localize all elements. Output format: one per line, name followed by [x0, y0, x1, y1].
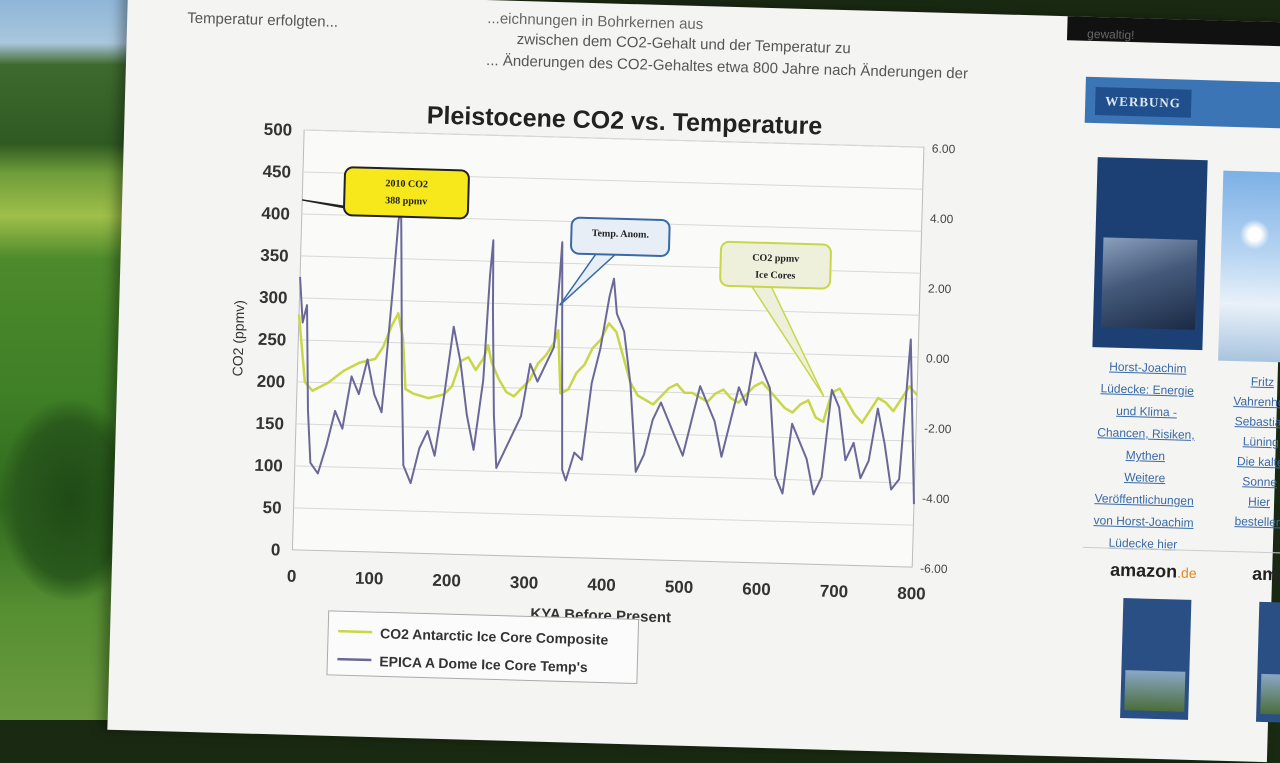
series-line-0: [297, 312, 918, 425]
x-tick-300: 300: [510, 573, 539, 593]
legend-label-1: EPICA A Dome Ice Core Temp's: [379, 653, 588, 675]
annotation-text-2-1: Ice Cores: [755, 270, 795, 282]
y-tick-250: 250: [258, 330, 287, 350]
sidebar: gewaltig! WERBUNG Horst-Joachim Lüdecke: …: [1068, 27, 1280, 733]
amazon-logo-tld: .de: [1176, 564, 1197, 582]
y2-tick--2.00: -2.00: [924, 421, 952, 436]
x-tick-600: 600: [742, 579, 771, 599]
y-axis-label: CO2 (ppmv): [229, 300, 247, 377]
y2-tick-0.00: 0.00: [926, 351, 950, 366]
book-link-7[interactable]: von Horst-Joachim: [1093, 513, 1194, 530]
intro-text: ...eichnungen in Bohrkernen aus Temperat…: [187, 0, 1048, 83]
book-links[interactable]: Horst-Joachim Lüdecke: Energie und Klima -…: [1083, 355, 1208, 556]
grid-line-300: [299, 297, 920, 316]
y-tick-350: 350: [260, 246, 289, 266]
book-link-2-3[interactable]: Hier bestellen: [1234, 494, 1280, 530]
annotation-text-0-0: 2010 CO2: [385, 178, 428, 190]
y-tick-450: 450: [262, 162, 291, 182]
book-cover-image: [1100, 237, 1198, 330]
legend-label-0: CO2 Antarctic Ice Core Composite: [380, 625, 609, 647]
amazon-logo-text: amazon: [1109, 559, 1178, 582]
pleistocene-chart: 0 50 100 150 200 250 300 350 400 450 500 0 100 200 300…: [229, 101, 956, 684]
legend-box: [326, 610, 640, 684]
book-cover-energie-klima[interactable]: [1092, 157, 1208, 351]
annotation-box-2: [719, 240, 832, 290]
y-tick-50: 50: [262, 498, 281, 518]
grid-line-200: [297, 381, 917, 400]
y2-tick-6.00: 6.00: [932, 142, 956, 157]
legend-swatch-0: [338, 629, 373, 634]
ad-header: WERBUNG: [1084, 76, 1280, 129]
sun-image: [1239, 219, 1271, 250]
web-page: ...eichnungen in Bohrkernen aus Temperat…: [107, 0, 1280, 763]
book-cover-kalte-sonne[interactable]: [1218, 170, 1280, 363]
amazon-logo-2[interactable]: amazon: [1252, 564, 1280, 587]
amazon-book-2[interactable]: [1256, 601, 1280, 723]
book-link-2-2[interactable]: Die kalte Sonne: [1236, 454, 1280, 490]
book-link-1[interactable]: Lüdecke: Energie: [1100, 381, 1195, 398]
y2-tick-4.00: 4.00: [930, 211, 954, 226]
y-tick-300: 300: [259, 288, 288, 308]
y-tick-100: 100: [254, 456, 283, 476]
y-tick-0: 0: [271, 540, 281, 559]
amazon-book-1-image: [1124, 670, 1186, 712]
amazon-logo[interactable]: amazon.de: [1110, 560, 1197, 583]
y2-tick--6.00: -6.00: [920, 561, 948, 576]
annotation-box-0: [343, 166, 470, 220]
x-tick-0: 0: [287, 567, 297, 586]
book-link-8[interactable]: Lüdecke hier: [1108, 535, 1178, 552]
x-tick-800: 800: [897, 584, 926, 604]
y-tick-200: 200: [256, 372, 285, 392]
intro-line-1: Temperatur erfolgten...: [186, 9, 339, 31]
x-tick-200: 200: [432, 571, 461, 591]
y2-tick-2.00: 2.00: [928, 281, 952, 296]
x-tick-700: 700: [820, 582, 849, 602]
legend-swatch-1: [337, 657, 372, 662]
grid-line-150: [295, 423, 916, 442]
annotation-box-1: [570, 216, 671, 257]
y-tick-400: 400: [261, 204, 290, 224]
grid-line-50: [293, 507, 914, 526]
book-links-2[interactable]: Fritz Vahrenholt Sebastian Lüning Die kalt…: [1223, 371, 1280, 533]
x-tick-400: 400: [587, 575, 616, 595]
annotation-text-2-0: CO2 ppmv: [752, 253, 799, 265]
ad-label: WERBUNG: [1094, 87, 1192, 118]
book-link-2-1[interactable]: Sebastian Lüning: [1234, 414, 1280, 450]
y2-tick--4.00: -4.00: [922, 491, 950, 506]
annotation-text-0-1: 388 ppmv: [385, 195, 427, 207]
amazon-book-2-image: [1260, 673, 1280, 715]
x-tick-100: 100: [355, 569, 384, 589]
x-tick-500: 500: [665, 577, 694, 597]
y-tick-150: 150: [255, 414, 284, 434]
amazon-logo-text-2: amazon: [1251, 563, 1280, 586]
annotation-text-1-0: Temp. Anom.: [592, 228, 650, 241]
amazon-book-1[interactable]: [1120, 598, 1192, 720]
y-tick-500: 500: [264, 120, 293, 140]
grid-line-500: [304, 129, 924, 148]
book-link-3[interactable]: Chancen, Risiken,: [1097, 425, 1195, 442]
book-link-2-0[interactable]: Fritz Vahrenholt: [1233, 374, 1280, 410]
